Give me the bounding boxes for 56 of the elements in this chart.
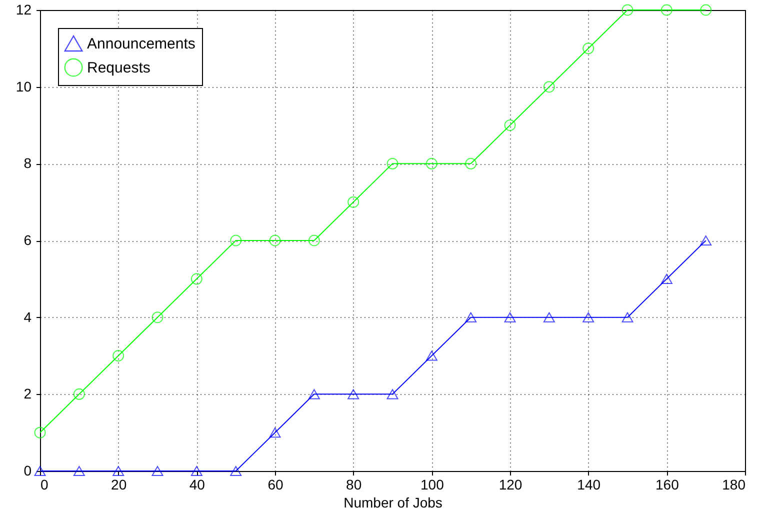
point: [152, 466, 164, 476]
point: [112, 350, 124, 362]
point: [426, 158, 438, 170]
y-tick-label: 8: [24, 155, 32, 172]
point: [230, 234, 242, 246]
point: [465, 312, 477, 322]
point: [700, 235, 712, 246]
x-tick-label: 0: [40, 476, 48, 492]
y-tick-label: 4: [24, 308, 32, 325]
point: [269, 428, 281, 438]
point: [348, 389, 360, 400]
point: [34, 466, 46, 476]
point: [190, 466, 202, 476]
x-tick-label: 100: [420, 476, 444, 492]
point: [230, 466, 242, 476]
point: [112, 466, 124, 476]
point: [308, 234, 320, 246]
legend-label: Requests: [87, 60, 150, 76]
y-tick-label: 12: [16, 2, 32, 18]
y-tick-label: 10: [16, 78, 32, 94]
point: [190, 273, 202, 285]
point: [386, 158, 398, 170]
point: [660, 274, 672, 284]
point: [348, 196, 360, 208]
point: [543, 312, 555, 322]
point: [582, 42, 594, 54]
point: [700, 4, 712, 16]
legend-label: Announcements: [87, 36, 196, 52]
point: [504, 120, 516, 131]
x-tick-label: 120: [498, 476, 522, 492]
point: [426, 350, 438, 361]
y-tick-label: 6: [24, 232, 32, 248]
point: [582, 312, 594, 322]
x-axis-title: Number of Jobs: [344, 494, 442, 510]
point: [73, 388, 85, 400]
y-tick-label: 0: [24, 462, 32, 478]
x-tick-label: 180: [722, 476, 746, 492]
point: [308, 389, 320, 400]
point: [269, 234, 281, 246]
point: [34, 426, 46, 438]
point: [543, 81, 555, 93]
point: [465, 158, 477, 170]
x-tick-label: 20: [111, 476, 127, 492]
point: [152, 312, 164, 324]
x-tick-label: 60: [268, 476, 284, 492]
point: [504, 312, 516, 322]
y-tick-label: 2: [24, 386, 32, 402]
x-tick-label: 40: [189, 476, 206, 492]
point: [73, 466, 85, 476]
point: [660, 4, 672, 16]
x-tick-label: 160: [655, 476, 680, 492]
point: [622, 4, 634, 16]
point: [386, 389, 398, 400]
x-tick-label: 140: [577, 476, 601, 492]
x-tick-label: 80: [346, 476, 362, 492]
point: [622, 312, 634, 322]
